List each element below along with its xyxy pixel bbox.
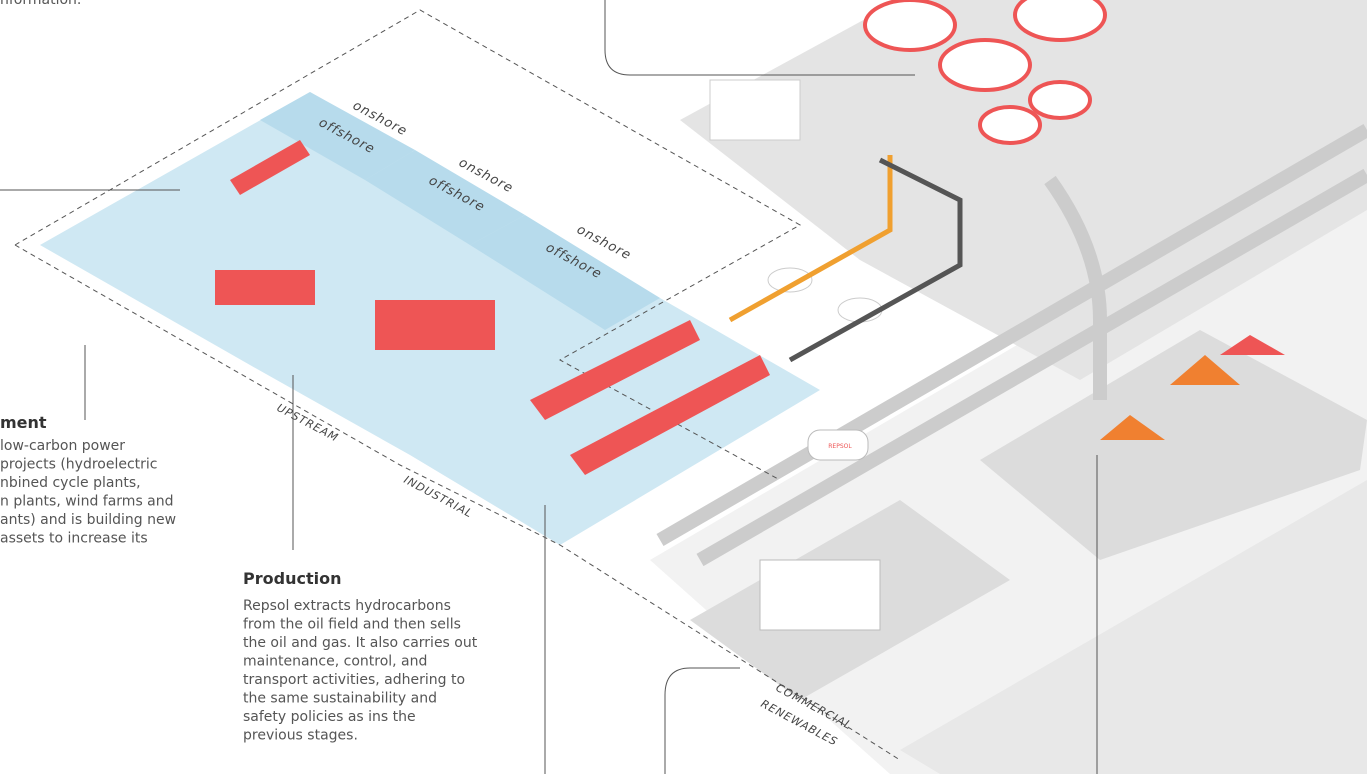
tanks [709, 0, 1107, 323]
body-line: the oil and gas. It also carries out [243, 635, 478, 651]
body-line: n plants, wind farms and [0, 494, 174, 510]
zone-border [14, 244, 901, 761]
body-line: previous stages. [243, 728, 358, 744]
section-title: Production [243, 569, 341, 588]
road [656, 123, 1367, 567]
body-line: ants) and is building new [0, 512, 176, 528]
callout [664, 667, 740, 774]
lot [900, 480, 1367, 774]
offshore-band [365, 150, 525, 245]
tanker [530, 320, 700, 420]
body-line: maintenance, control, and [243, 654, 427, 670]
body-line: projects (hydroelectric [0, 457, 158, 473]
station-ground [980, 330, 1367, 560]
pipeline [728, 155, 893, 323]
rig [215, 270, 315, 305]
body-line: nbined cycle plants, [0, 475, 141, 491]
body-line: safety policies as ins the [243, 709, 416, 725]
body-line: transport activities, adhering to [243, 672, 465, 688]
refinery-ground [680, 0, 1367, 380]
canopy [1170, 355, 1240, 385]
body-line: assets to increase its [0, 531, 148, 547]
tanker [570, 355, 770, 475]
vessel [230, 140, 310, 195]
offshore-band [470, 215, 660, 330]
body-line: the same sustainability and [243, 691, 437, 707]
canopy [1220, 335, 1285, 355]
warehouse [759, 559, 881, 631]
body-line: Repsol extracts hydrocarbons [243, 598, 451, 614]
canopy [1100, 415, 1165, 440]
body-line: low-carbon power [0, 438, 125, 454]
offshore-band [260, 92, 415, 180]
zone-border [14, 9, 802, 481]
section-body: low-carbon power projects (hydroelectric n… [0, 438, 176, 547]
section-body: Repsol extracts hydrocarbons from the oil… [243, 598, 478, 744]
callout [604, 0, 915, 76]
section-title: ment [0, 413, 47, 432]
body-line: from the oil field and then sells [243, 617, 461, 633]
tanker-truck [807, 429, 869, 461]
pipeline [788, 157, 963, 363]
intro: nformation. [0, 0, 81, 8]
truck-brand: REPSOL [828, 443, 852, 450]
rig [375, 300, 495, 350]
